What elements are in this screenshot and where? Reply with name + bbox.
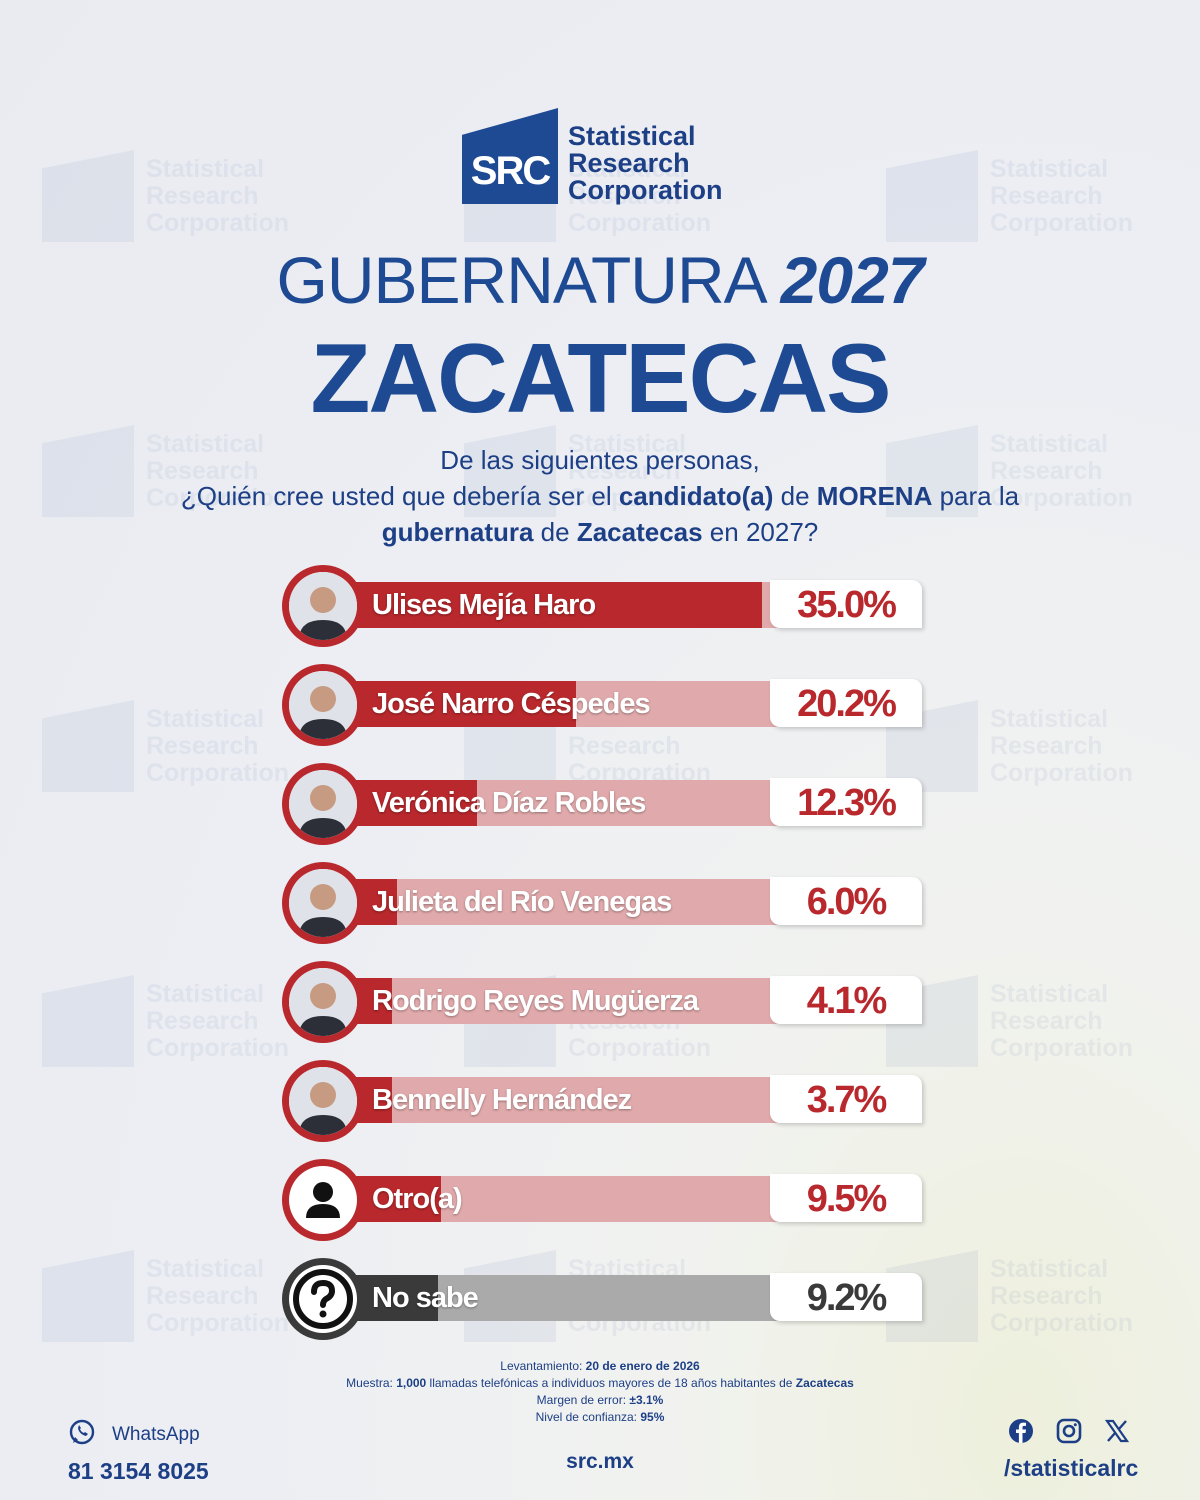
whatsapp-contact[interactable]: WhatsApp 81 3154 8025 <box>68 1418 209 1485</box>
chart-bar-row: No sabe 9.2% <box>282 1258 924 1340</box>
whatsapp-label: WhatsApp <box>112 1424 200 1445</box>
percent-box <box>770 1273 922 1321</box>
percent-box <box>770 1174 922 1222</box>
title-gubernatura: GUBERNATURA <box>276 243 768 317</box>
src-logo-mark: SRC <box>462 108 558 204</box>
chart-bar-row: José Narro Céspedes 20.2% <box>282 664 924 746</box>
question-icon <box>282 1258 364 1340</box>
title-year: 2027 <box>780 243 925 317</box>
percent-label: 20.2% <box>797 683 897 725</box>
whatsapp-icon <box>68 1418 96 1452</box>
candidate-photo <box>282 961 364 1043</box>
percent-label: 9.5% <box>806 1178 888 1220</box>
percent-box <box>770 1075 922 1123</box>
social-links[interactable]: /statisticalrc <box>1004 1418 1138 1482</box>
percent-label: 3.7% <box>806 1079 888 1121</box>
chart-bar-row: Rodrigo Reyes Mugüerza 4.1% <box>282 961 924 1043</box>
page-title: GUBERNATURA 2027 <box>0 242 1200 318</box>
survey-question: De las siguientes personas, ¿Quién cree … <box>180 445 1020 547</box>
percent-box <box>770 877 922 925</box>
candidate-name: Ulises Mejía Haro <box>372 589 596 621</box>
percent-box <box>770 778 922 826</box>
chart-bar-row: Julieta del Río Venegas 6.0% <box>282 862 924 944</box>
phone-number[interactable]: 81 3154 8025 <box>68 1458 209 1484</box>
candidate-name: Otro(a) <box>372 1183 463 1215</box>
chart-bar-row: Verónica Díaz Robles 12.3% <box>282 763 924 845</box>
candidate-name: Verónica Díaz Robles <box>372 787 646 819</box>
percent-box <box>770 976 922 1024</box>
person-icon <box>282 1159 364 1241</box>
percent-box <box>770 679 922 727</box>
candidate-photo <box>282 1060 364 1142</box>
percent-label: 35.0% <box>797 584 897 626</box>
candidate-photo <box>282 565 364 647</box>
candidate-photo <box>282 664 364 746</box>
percent-label: 6.0% <box>806 881 888 923</box>
percent-label: 9.2% <box>806 1277 888 1319</box>
facebook-icon[interactable] <box>1008 1418 1034 1449</box>
instagram-icon[interactable] <box>1056 1418 1082 1449</box>
bar-value <box>322 681 576 727</box>
percent-label: 12.3% <box>797 782 897 824</box>
candidate-photo <box>282 763 364 845</box>
chart-bar-row: Otro(a) 9.5% <box>282 1159 924 1241</box>
x-twitter-icon[interactable] <box>1104 1418 1130 1449</box>
candidate-photo <box>282 862 364 944</box>
candidate-name: Rodrigo Reyes Mugüerza <box>372 985 699 1017</box>
bar-track <box>322 1077 812 1123</box>
social-handle[interactable]: /statisticalrc <box>1004 1455 1139 1481</box>
state-title: ZACATECAS <box>310 323 891 433</box>
src-logo: SRC Statistical Research Corporation <box>462 108 723 204</box>
website-link[interactable]: src.mx <box>566 1450 634 1473</box>
candidate-name: No sabe <box>372 1282 479 1314</box>
candidate-name: Julieta del Río Venegas <box>372 886 672 918</box>
bar-track <box>322 879 812 925</box>
src-logo-text: Statistical Research Corporation <box>568 121 723 205</box>
methodology-notes: Levantamiento: 20 de enero de 2026 Muest… <box>346 1359 854 1424</box>
bar-value <box>322 582 762 628</box>
bar-track <box>322 978 812 1024</box>
percent-box <box>770 580 922 628</box>
percent-label: 4.1% <box>806 980 888 1022</box>
candidate-name: Bennelly Hernández <box>372 1084 632 1116</box>
chart-bar-row: Ulises Mejía Haro 35.0% <box>282 565 924 647</box>
candidate-name: José Narro Céspedes <box>372 688 651 720</box>
chart-bar-row: Bennelly Hernández 3.7% <box>282 1060 924 1142</box>
